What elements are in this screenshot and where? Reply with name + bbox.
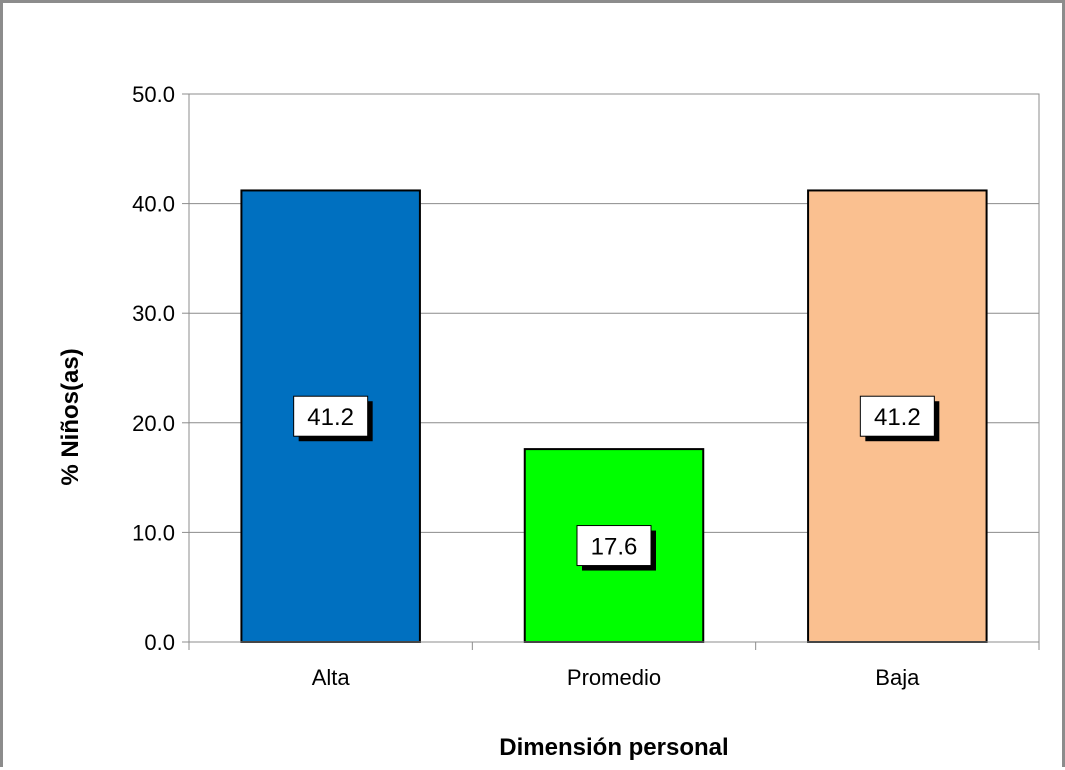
data-label-baja: 41.2 [859, 395, 940, 442]
y-tick-label: 50.0 [132, 82, 175, 107]
y-tick-label: 40.0 [132, 192, 175, 217]
x-tick-label: Baja [875, 665, 920, 690]
data-label-alta: 41.2 [293, 395, 373, 442]
x-tick-label: Alta [312, 665, 351, 690]
data-label-value: 41.2 [874, 404, 921, 431]
y-tick-label: 20.0 [132, 411, 175, 436]
axes [182, 93, 1040, 650]
y-tick-label: 30.0 [132, 301, 175, 326]
data-label-box [859, 395, 935, 437]
data-label-promedio: 17.6 [576, 525, 656, 571]
data-label-value: 41.2 [307, 404, 354, 431]
data-labels: 41.2 17.6 41.2 [293, 395, 940, 571]
y-tick-label: 10.0 [132, 520, 175, 545]
x-axis-title: Dimensión personal [499, 734, 728, 761]
x-tick-label: Promedio [567, 665, 661, 690]
data-label-box [293, 395, 369, 437]
data-label-box [576, 525, 652, 567]
tick-labels: 0.0 10.0 20.0 30.0 40.0 50.0 Alta Promedio Baja [132, 82, 920, 690]
y-axis-title: % Niños(as) [57, 348, 84, 485]
data-label-value: 17.6 [591, 534, 638, 561]
y-tick-label: 0.0 [144, 630, 175, 655]
